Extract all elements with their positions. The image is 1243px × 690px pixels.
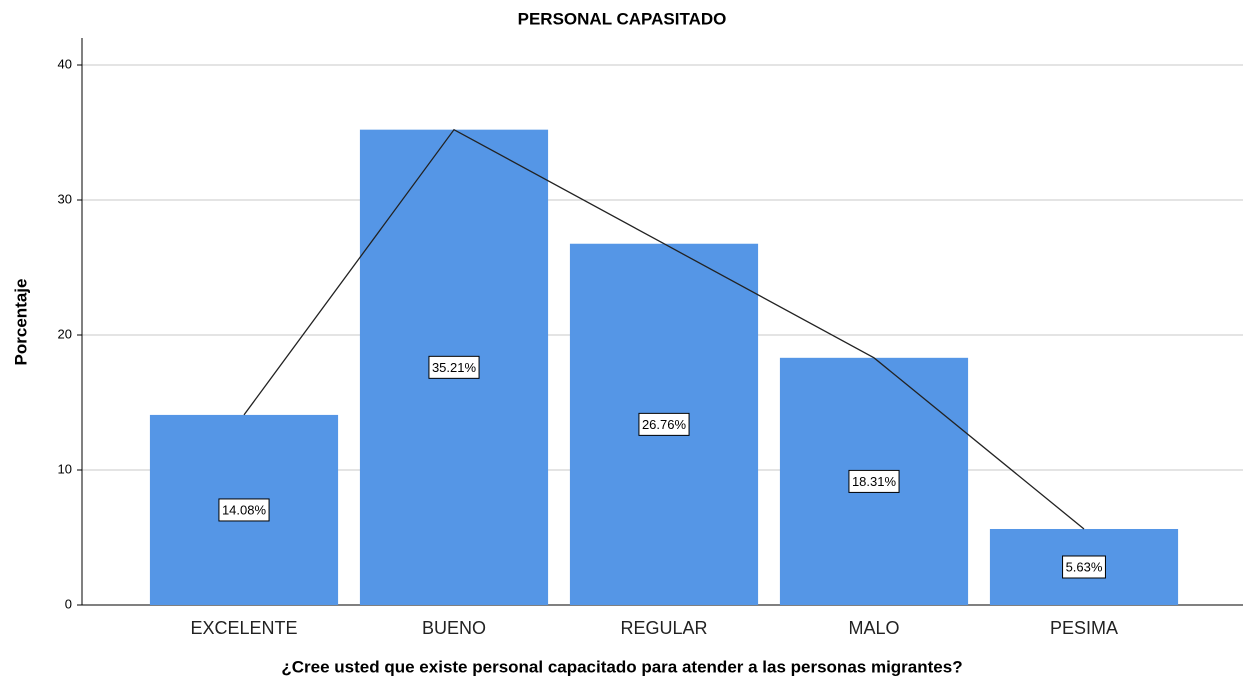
y-axis-label: Porcentaje bbox=[11, 279, 30, 366]
data-label-box bbox=[1062, 555, 1106, 579]
data-label-box bbox=[428, 355, 480, 379]
line bbox=[243, 128, 1085, 530]
x-tick-label: PESIMA bbox=[1050, 618, 1118, 638]
x-tick-label: MALO bbox=[848, 618, 899, 638]
data-label: 18.31% bbox=[852, 474, 897, 489]
data-label: 26.76% bbox=[642, 417, 687, 432]
y-tick-label: 20 bbox=[58, 326, 72, 341]
data-label-box bbox=[848, 469, 900, 493]
x-tick-label: EXCELENTE bbox=[190, 618, 297, 638]
data-label: 35.21% bbox=[432, 360, 477, 375]
x-axis-label: ¿Cree usted que existe personal capacita… bbox=[281, 657, 962, 676]
x-tick-label: BUENO bbox=[422, 618, 486, 638]
x-tick-label: REGULAR bbox=[620, 618, 707, 638]
data-label: 14.08% bbox=[222, 502, 267, 517]
y-tick-label: 30 bbox=[58, 191, 72, 206]
data-label-box bbox=[638, 412, 690, 436]
y-tick-label: 10 bbox=[58, 461, 72, 476]
y-tick-label: 0 bbox=[65, 596, 72, 611]
chart-title: PERSONAL CAPASITADO bbox=[518, 9, 727, 28]
y-tick-label: 40 bbox=[58, 56, 72, 71]
data-label: 5.63% bbox=[1066, 559, 1103, 574]
data-label-box bbox=[218, 498, 270, 522]
